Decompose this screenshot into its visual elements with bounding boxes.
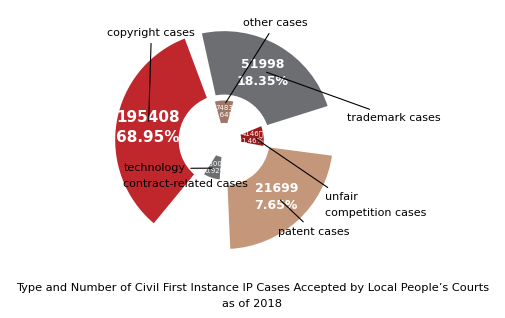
Text: contract-related cases: contract-related cases bbox=[123, 179, 248, 189]
Text: 7483
2.64%: 7483 2.64% bbox=[213, 105, 235, 118]
Text: Type and Number of Civil First Instance IP Cases Accepted by Local People’s Cour: Type and Number of Civil First Instance … bbox=[16, 283, 489, 293]
Wedge shape bbox=[213, 99, 235, 125]
Text: unfair: unfair bbox=[256, 139, 358, 202]
Text: copyright cases: copyright cases bbox=[108, 28, 195, 121]
Text: 4146件
1.46%: 4146件 1.46% bbox=[241, 130, 264, 144]
Text: technology: technology bbox=[123, 163, 212, 173]
Wedge shape bbox=[202, 153, 223, 181]
Text: patent cases: patent cases bbox=[278, 200, 349, 237]
Text: 21699
7.65%: 21699 7.65% bbox=[255, 182, 298, 212]
Wedge shape bbox=[239, 124, 265, 148]
Text: 2800件
0.92%: 2800件 0.92% bbox=[204, 160, 226, 174]
Text: other cases: other cases bbox=[226, 18, 308, 103]
Wedge shape bbox=[226, 146, 333, 250]
Circle shape bbox=[210, 126, 238, 154]
Text: as of 2018: as of 2018 bbox=[223, 299, 282, 309]
Wedge shape bbox=[114, 37, 209, 225]
Wedge shape bbox=[200, 30, 329, 127]
Text: 51998
18.35%: 51998 18.35% bbox=[237, 58, 289, 88]
Text: trademark cases: trademark cases bbox=[267, 72, 441, 123]
Text: 195408
68.95%: 195408 68.95% bbox=[116, 110, 180, 145]
Text: competition cases: competition cases bbox=[325, 208, 426, 218]
